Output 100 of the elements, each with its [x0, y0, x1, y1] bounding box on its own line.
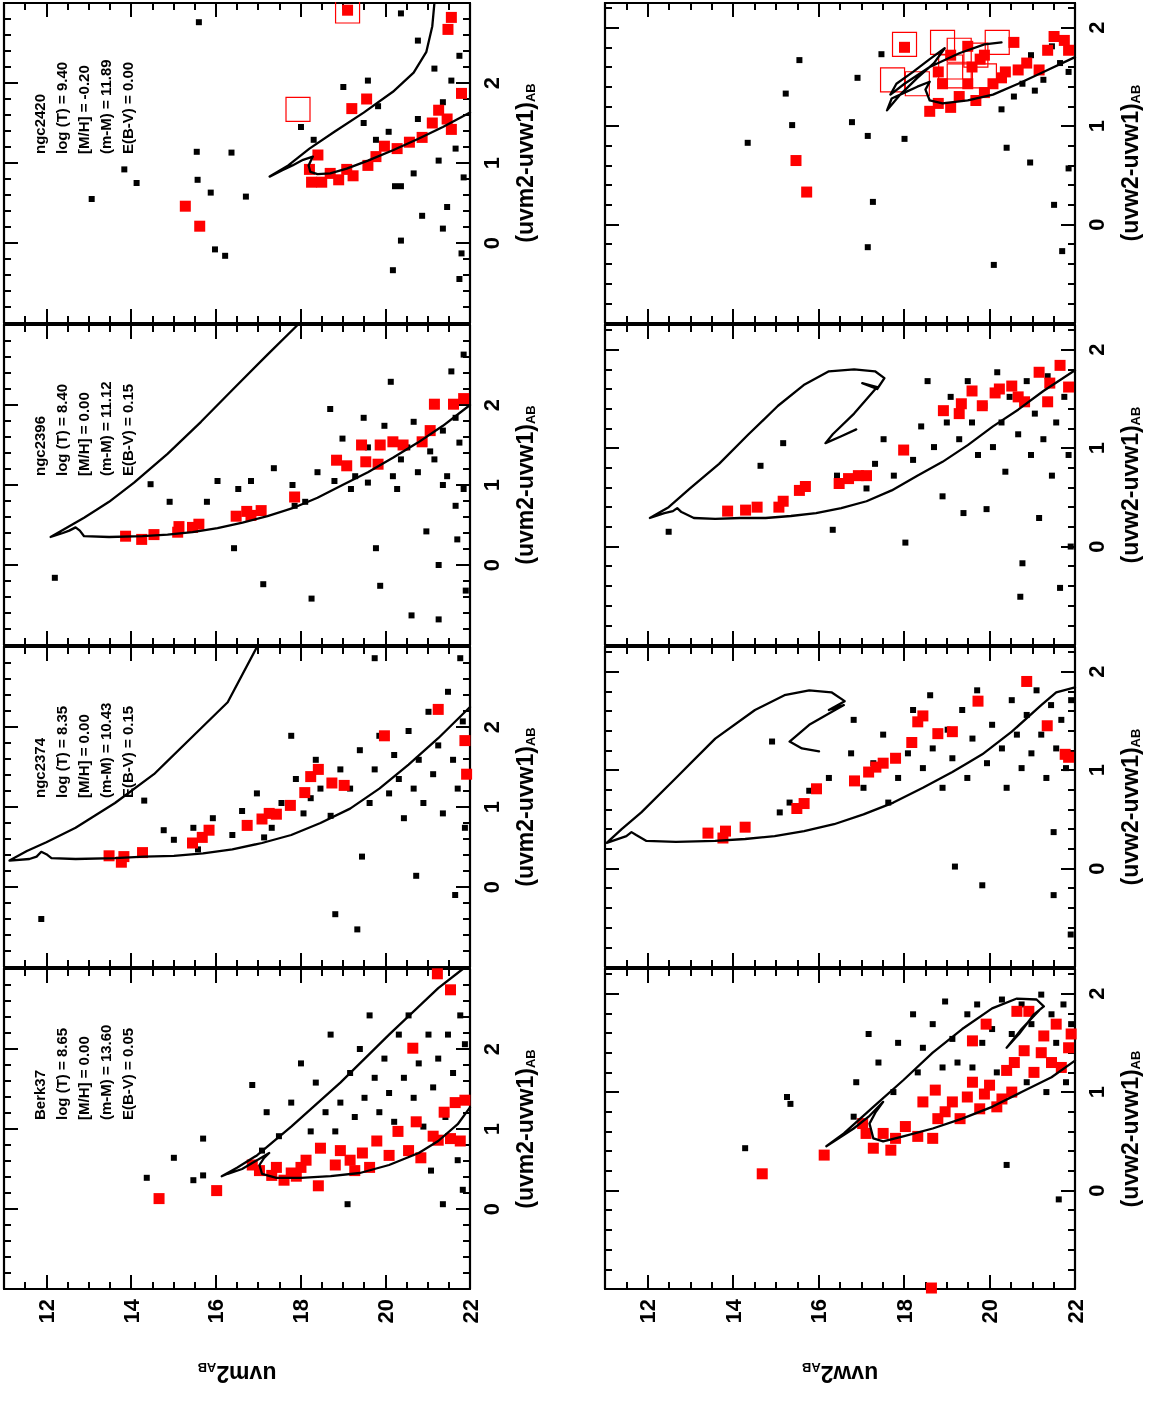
- point: [964, 1011, 971, 1018]
- point: [389, 267, 396, 274]
- point: [307, 1128, 314, 1135]
- point: [193, 518, 205, 530]
- point: [740, 504, 752, 516]
- point: [456, 439, 463, 446]
- point: [332, 1128, 339, 1135]
- point: [288, 732, 295, 739]
- point: [428, 398, 440, 410]
- point: [425, 708, 432, 715]
- point: [902, 539, 909, 546]
- point: [430, 771, 437, 778]
- point: [1063, 381, 1075, 393]
- point: [439, 225, 446, 232]
- annotation: log (T) = 9.40: [52, 61, 70, 154]
- point: [392, 183, 399, 190]
- point: [939, 1064, 946, 1071]
- point: [860, 1127, 872, 1139]
- point: [1050, 892, 1057, 899]
- point: [153, 1193, 165, 1205]
- point: [410, 418, 417, 425]
- point: [386, 790, 393, 797]
- point: [860, 470, 872, 482]
- point: [415, 756, 422, 763]
- point: [414, 116, 421, 122]
- y-tick-label: 2: [1083, 343, 1109, 356]
- point: [865, 1030, 872, 1037]
- point: [261, 834, 268, 841]
- point: [1033, 366, 1045, 378]
- point: [829, 526, 836, 533]
- y-tick-label: 1: [1083, 441, 1109, 455]
- point: [966, 1035, 978, 1047]
- point: [932, 1113, 944, 1125]
- point: [978, 1088, 990, 1100]
- point: [983, 506, 990, 513]
- point: [203, 498, 210, 505]
- point: [796, 57, 803, 64]
- point: [371, 655, 378, 662]
- annotation: [M/H] = 0.00: [74, 1036, 92, 1120]
- y-tick-label: 1: [1083, 119, 1109, 133]
- point: [1021, 57, 1033, 69]
- point: [190, 824, 197, 831]
- point: [247, 478, 254, 484]
- point: [924, 378, 931, 385]
- x-tick-label: 20: [977, 1299, 1003, 1324]
- point: [1023, 1079, 1030, 1086]
- point: [917, 1096, 929, 1108]
- point: [993, 383, 1005, 395]
- point: [312, 1180, 324, 1192]
- point: [231, 545, 238, 552]
- point: [1023, 1005, 1035, 1017]
- point: [378, 730, 390, 742]
- point: [356, 747, 363, 754]
- point: [1033, 687, 1040, 694]
- point: [1058, 34, 1070, 46]
- point: [979, 1039, 986, 1046]
- point: [410, 1094, 417, 1101]
- point: [937, 405, 949, 417]
- point: [1048, 1011, 1055, 1018]
- point: [452, 892, 459, 898]
- y-tick-label: 2: [1083, 987, 1109, 1000]
- point: [890, 472, 897, 479]
- point: [400, 815, 407, 822]
- point: [1055, 1196, 1062, 1203]
- point: [1036, 514, 1043, 521]
- point: [423, 528, 430, 535]
- point: [326, 777, 338, 789]
- point: [414, 37, 421, 44]
- point: [372, 136, 379, 143]
- point: [798, 798, 810, 810]
- point: [442, 23, 454, 35]
- point: [818, 1149, 830, 1161]
- point: [385, 128, 392, 135]
- point: [1057, 584, 1064, 591]
- point: [998, 106, 1005, 113]
- point: [1053, 745, 1060, 752]
- point: [456, 87, 468, 99]
- point: [308, 595, 315, 602]
- point: [314, 1142, 326, 1154]
- point: [880, 731, 887, 738]
- x-axis-title: uvm2AB: [197, 1360, 277, 1387]
- point: [38, 916, 45, 922]
- point: [1002, 468, 1009, 475]
- point: [999, 66, 1011, 78]
- point: [1011, 1005, 1023, 1017]
- point: [953, 408, 965, 420]
- point: [456, 276, 463, 282]
- point: [364, 77, 371, 84]
- point: [460, 486, 467, 492]
- point: [445, 123, 457, 135]
- point: [340, 84, 347, 90]
- point: [270, 1161, 282, 1173]
- y-tick-label: 2: [478, 1042, 504, 1056]
- point: [931, 444, 937, 451]
- point: [789, 122, 796, 129]
- point: [141, 797, 148, 804]
- point: [966, 1076, 978, 1088]
- point: [306, 176, 318, 188]
- point: [356, 1046, 363, 1052]
- point: [454, 1135, 466, 1147]
